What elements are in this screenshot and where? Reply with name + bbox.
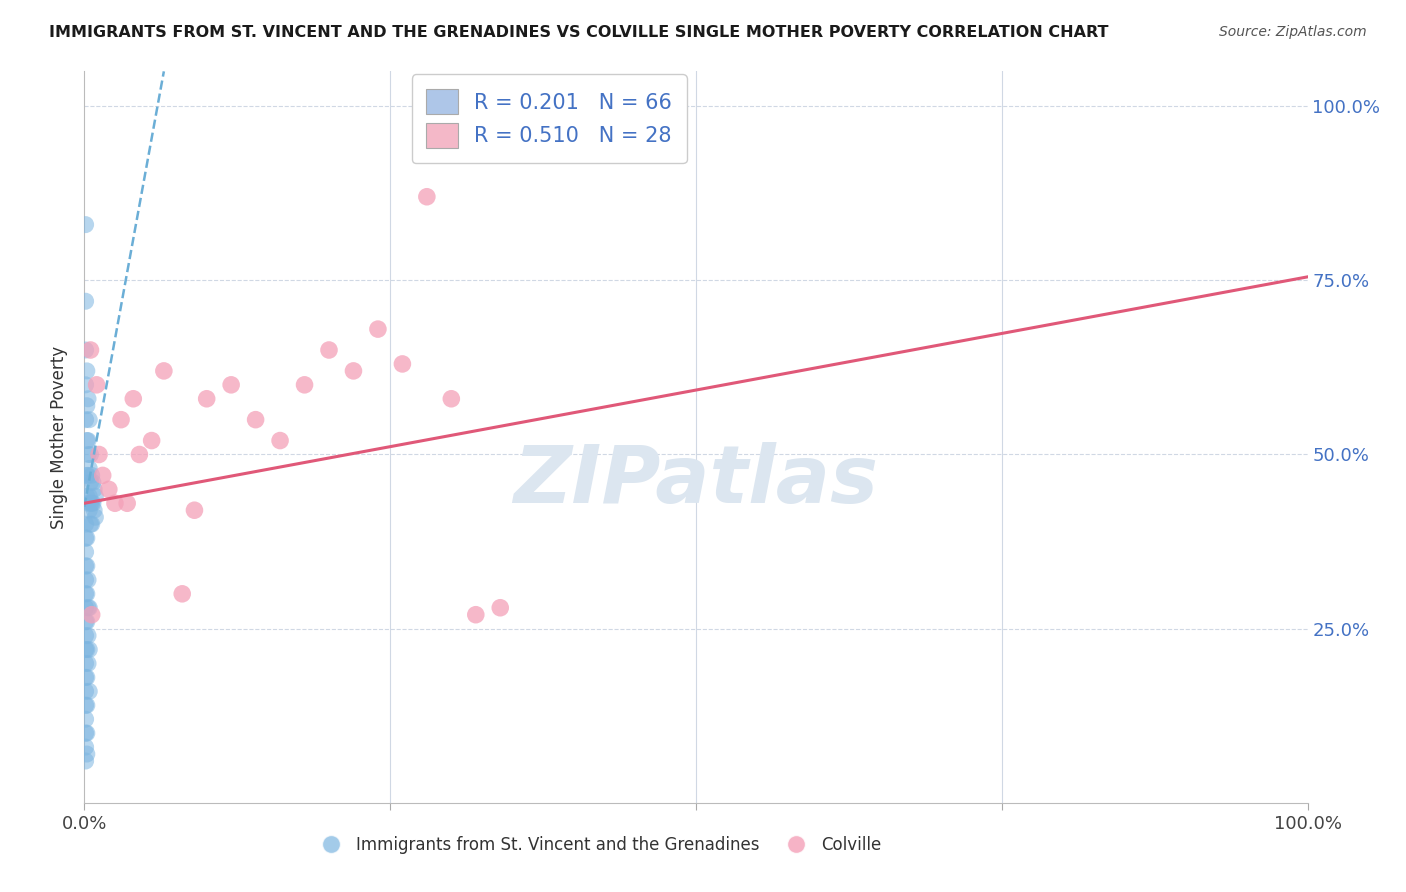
Point xyxy=(75,573,97,587)
Point xyxy=(75,587,97,601)
Point xyxy=(86,377,108,392)
Point xyxy=(75,517,97,532)
Point xyxy=(367,322,389,336)
Point xyxy=(77,392,100,406)
Point xyxy=(83,483,105,497)
Point xyxy=(77,468,100,483)
Point xyxy=(77,600,100,615)
Point xyxy=(342,364,364,378)
Point xyxy=(76,399,98,413)
Point xyxy=(80,496,103,510)
Point xyxy=(77,600,100,615)
Point xyxy=(84,510,107,524)
Point xyxy=(110,412,132,426)
Point xyxy=(128,448,150,462)
Point xyxy=(77,573,100,587)
Point xyxy=(97,483,120,497)
Point xyxy=(269,434,291,448)
Point xyxy=(76,364,98,378)
Point xyxy=(82,475,104,490)
Point xyxy=(75,726,97,740)
Point xyxy=(391,357,413,371)
Point xyxy=(76,615,98,629)
Point xyxy=(75,684,97,698)
Point xyxy=(77,461,100,475)
Legend: Immigrants from St. Vincent and the Grenadines, Colville: Immigrants from St. Vincent and the Gren… xyxy=(308,829,889,860)
Point xyxy=(245,412,267,426)
Point xyxy=(84,489,107,503)
Point xyxy=(122,392,145,406)
Point xyxy=(75,412,97,426)
Point xyxy=(75,218,97,232)
Point xyxy=(80,517,103,532)
Point xyxy=(76,642,98,657)
Point xyxy=(76,434,98,448)
Point xyxy=(195,392,218,406)
Point xyxy=(75,531,97,545)
Point xyxy=(75,600,97,615)
Text: Source: ZipAtlas.com: Source: ZipAtlas.com xyxy=(1219,25,1367,39)
Point xyxy=(77,496,100,510)
Point xyxy=(75,698,97,713)
Point xyxy=(79,496,101,510)
Point xyxy=(83,503,105,517)
Point xyxy=(75,740,97,755)
Point xyxy=(75,642,97,657)
Point xyxy=(76,468,98,483)
Point xyxy=(318,343,340,357)
Point xyxy=(80,468,103,483)
Point xyxy=(464,607,486,622)
Text: ZIPatlas: ZIPatlas xyxy=(513,442,879,520)
Point xyxy=(76,531,98,545)
Point xyxy=(77,412,100,426)
Point xyxy=(75,558,97,573)
Point xyxy=(76,726,98,740)
Y-axis label: Single Mother Poverty: Single Mother Poverty xyxy=(49,345,67,529)
Point xyxy=(75,754,97,768)
Point xyxy=(172,587,194,601)
Point xyxy=(77,657,100,671)
Point xyxy=(76,670,98,684)
Point xyxy=(77,629,100,643)
Point xyxy=(77,448,100,462)
Point xyxy=(153,364,176,378)
Point xyxy=(77,684,100,698)
Point xyxy=(104,496,127,510)
Point xyxy=(75,670,97,684)
Point xyxy=(79,475,101,490)
Point xyxy=(77,434,100,448)
Point xyxy=(77,489,100,503)
Point xyxy=(440,392,463,406)
Point xyxy=(76,489,98,503)
Point xyxy=(489,600,512,615)
Point xyxy=(76,558,98,573)
Point xyxy=(76,747,98,761)
Point xyxy=(87,448,110,462)
Point xyxy=(294,377,316,392)
Point xyxy=(183,503,205,517)
Point xyxy=(416,190,439,204)
Point xyxy=(82,496,104,510)
Point xyxy=(80,607,103,622)
Point xyxy=(75,377,97,392)
Point xyxy=(76,698,98,713)
Point xyxy=(77,503,100,517)
Point xyxy=(79,517,101,532)
Point xyxy=(141,434,163,448)
Point xyxy=(75,343,97,357)
Point xyxy=(75,629,97,643)
Point xyxy=(75,545,97,559)
Point xyxy=(219,377,242,392)
Point xyxy=(91,468,114,483)
Point xyxy=(75,615,97,629)
Point xyxy=(79,448,101,462)
Point xyxy=(77,642,100,657)
Point xyxy=(76,587,98,601)
Text: IMMIGRANTS FROM ST. VINCENT AND THE GRENADINES VS COLVILLE SINGLE MOTHER POVERTY: IMMIGRANTS FROM ST. VINCENT AND THE GREN… xyxy=(49,25,1109,40)
Point xyxy=(79,343,101,357)
Point xyxy=(75,712,97,726)
Point xyxy=(75,657,97,671)
Point xyxy=(75,294,97,309)
Point xyxy=(115,496,138,510)
